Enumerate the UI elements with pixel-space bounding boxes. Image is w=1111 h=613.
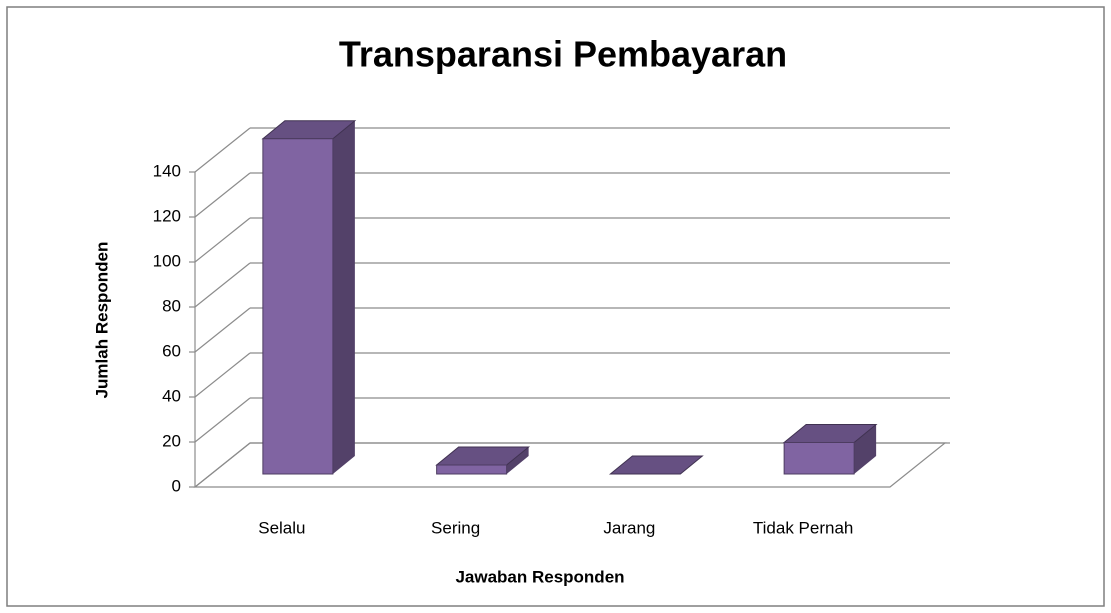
bar-side [506, 447, 529, 474]
bar [783, 442, 855, 475]
bar-top [608, 455, 704, 475]
grid-line [194, 307, 251, 353]
grid-line [194, 397, 251, 443]
bar-side [854, 424, 877, 474]
bar-side [332, 120, 355, 474]
grid-line [194, 172, 251, 218]
grid-line [194, 217, 251, 263]
grid-line [194, 442, 251, 488]
grid-line [194, 352, 251, 398]
y-tick-label: 120 [153, 206, 181, 225]
y-tick-label: 80 [162, 296, 181, 315]
y-tick-label: 0 [172, 476, 181, 495]
bar [262, 138, 334, 475]
x-tick-label: Sering [431, 518, 480, 537]
grid-line [194, 127, 251, 173]
x-tick-label: Jarang [603, 518, 655, 537]
grid-line [194, 262, 251, 308]
y-tick-label: 60 [162, 341, 181, 360]
y-tick-label: 20 [162, 431, 181, 450]
y-tick-label: 100 [153, 251, 181, 270]
chart-title: Transparansi Pembayaran [339, 34, 787, 75]
y-axis-label: Jumlah Responden [92, 242, 111, 399]
x-tick-label: Selalu [258, 518, 305, 537]
x-tick-label: Tidak Pernah [753, 518, 853, 537]
x-axis-label: Jawaban Responden [455, 567, 624, 586]
bar [436, 464, 508, 475]
y-tick-label: 40 [162, 386, 181, 405]
y-tick-label: 140 [153, 161, 181, 180]
